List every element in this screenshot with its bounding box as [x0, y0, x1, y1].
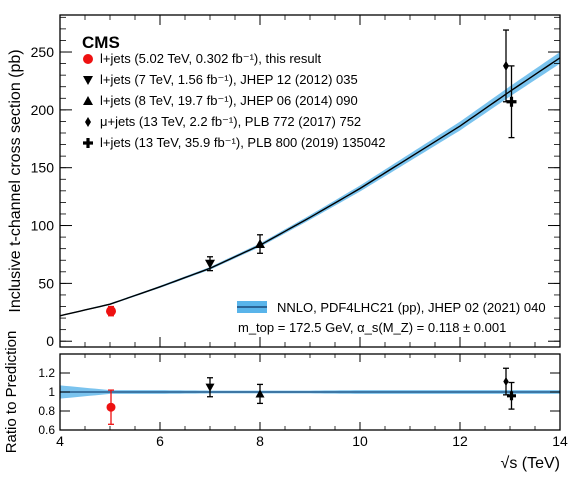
cross-marker [506, 96, 517, 107]
prediction-legend-label: NNLO, PDF4LHC21 (pp), JHEP 02 (2021) 040 [277, 300, 546, 315]
circle-marker [106, 306, 116, 317]
main-y-ticks: 0 50 100 150 200 250 [31, 16, 560, 349]
ratio-x-ticks: 4 6 8 10 12 14 [56, 354, 568, 449]
main-panel: 0 50 100 150 200 250 CMS Inclusive t-channel … [7, 14, 561, 349]
data-points [106, 29, 517, 317]
prediction-legend: NNLO, PDF4LHC21 (pp), JHEP 02 (2021) 040… [237, 300, 546, 335]
main-x-ticks [59, 15, 561, 347]
triangle-up-marker [255, 389, 265, 398]
circle-marker [83, 54, 93, 64]
x-tick-label: 12 [452, 433, 468, 449]
ratio-point [106, 389, 116, 425]
ratio-y-tick-label: 0.6 [38, 423, 55, 437]
ratio-y-tick-label: 1 [48, 385, 55, 399]
data-point [255, 234, 265, 254]
legend-entry: l+jets (7 TeV, 1.56 fb⁻¹), JHEP 12 (2012… [100, 72, 358, 87]
prediction-line [59, 57, 561, 317]
y-tick-label: 250 [31, 44, 55, 60]
x-tick-label: 14 [552, 433, 568, 449]
y-tick-label: 100 [31, 218, 55, 234]
cross-marker [83, 138, 93, 148]
prediction-curve [59, 57, 561, 317]
prediction-band [60, 52, 560, 317]
legend-entry: l+jets (8 TeV, 19.7 fb⁻¹), JHEP 06 (2014… [100, 93, 358, 108]
y-axis-label: Inclusive t-channel cross section (pb) [7, 49, 24, 312]
triangle-up-marker [83, 96, 93, 105]
ratio-point [255, 383, 265, 405]
data-point [106, 305, 116, 317]
diamond-marker [503, 377, 509, 387]
data-point [506, 65, 517, 139]
y-tick-label: 50 [38, 275, 54, 291]
diamond-marker [503, 60, 509, 71]
x-tick-label: 4 [56, 433, 64, 449]
x-tick-label: 6 [156, 433, 164, 449]
brand-label: CMS [82, 33, 120, 52]
x-axis-label: √s (TeV) [501, 455, 560, 472]
legend-entry: l+jets (13 TeV, 35.9 fb⁻¹), PLB 800 (201… [100, 135, 385, 150]
ratio-y-tick-label: 1.2 [38, 366, 55, 380]
ratio-point [507, 381, 516, 410]
cross-marker [507, 391, 516, 401]
triangle-down-marker [83, 76, 93, 85]
ratio-points [106, 367, 516, 425]
x-tick-label: 10 [352, 433, 368, 449]
prediction-band-area [60, 52, 560, 317]
data-point [205, 256, 215, 272]
ratio-panel: 0.6 0.8 1 1.2 4 6 8 10 12 14 Ratio to Prediction… [3, 331, 568, 472]
ratio-y-axis-label: Ratio to Prediction [3, 331, 20, 454]
ratio-y-ticks: 0.6 0.8 1 1.2 [38, 366, 560, 437]
y-tick-label: 0 [46, 333, 54, 349]
ratio-y-tick-label: 0.8 [38, 404, 55, 418]
y-tick-label: 200 [31, 102, 55, 118]
legend-entry: l+jets (5.02 TeV, 0.302 fb⁻¹), this resu… [100, 51, 322, 66]
triangle-up-marker [255, 239, 265, 249]
ratio-point [205, 377, 215, 398]
legend: l+jets (5.02 TeV, 0.302 fb⁻¹), this resu… [83, 51, 385, 150]
ratio-point [503, 367, 509, 396]
y-tick-label: 150 [31, 160, 55, 176]
diamond-marker [85, 117, 91, 127]
legend-entry: μ+jets (13 TeV, 2.2 fb⁻¹), PLB 772 (2017… [100, 114, 361, 129]
triangle-down-marker [205, 259, 215, 269]
triangle-down-marker [205, 383, 215, 392]
x-tick-label: 8 [256, 433, 264, 449]
prediction-params-label: m_top = 172.5 GeV, α_s(M_Z) = 0.118 ± 0.… [238, 320, 506, 335]
circle-marker [106, 402, 116, 412]
